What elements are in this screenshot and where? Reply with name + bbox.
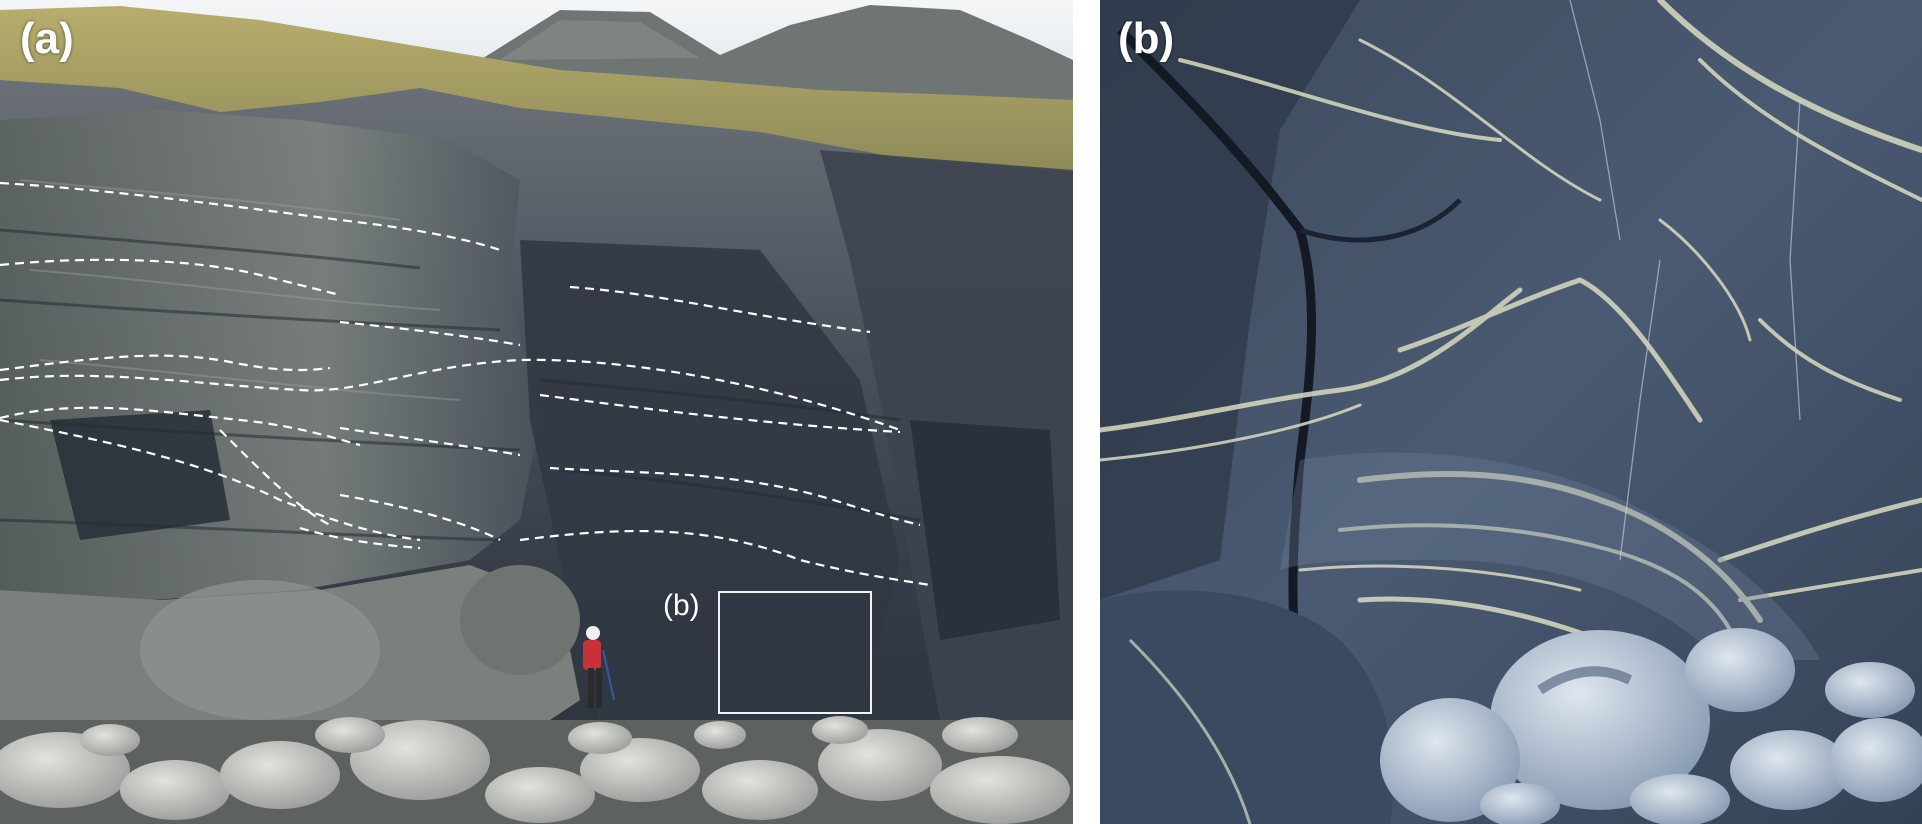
cliff-photo-illustration [0,0,1073,824]
photo-panel-a: (a) (b) [0,0,1073,824]
panel-label-a: (a) [20,14,74,63]
hiker-figure [583,626,615,708]
folded-rock-closeup-illustration [1100,0,1922,824]
inset-label: (b) [663,589,700,622]
inset-outline-box [718,591,872,714]
photo-panel-b: (b) [1100,0,1922,824]
panel-label-b: (b) [1118,14,1175,63]
